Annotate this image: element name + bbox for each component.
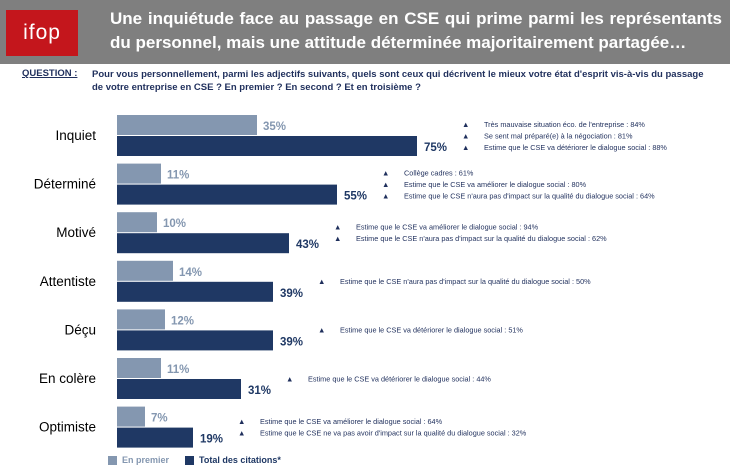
category-label-4: Déçu [64,322,96,337]
legend-item-first: En premier [108,455,169,465]
bar-label-total-3: 39% [280,288,303,300]
bar-total-3 [117,281,273,302]
category-label-3: Attentiste [40,274,96,289]
bar-label-first-4: 12% [171,315,194,327]
legend-swatch-total [185,455,195,465]
bar-label-first-3: 14% [179,267,202,279]
bar-label-total-2: 43% [296,239,319,251]
bar-first-2 [117,212,157,233]
annotation-arrow-5-0: ▲ [286,374,293,383]
annotation-text-1-2: Estime que le CSE n'aura pas d'impact su… [404,191,655,200]
annotation-arrow-1-1: ▲ [382,180,389,189]
category-label-0: Inquiet [55,128,96,143]
annotation-text-2-1: Estime que le CSE n'aura pas d'impact su… [356,234,607,243]
bar-first-4 [117,309,165,330]
header-bar: ifop Une inquiétude face au passage en C… [0,0,730,64]
bar-first-3 [117,260,173,281]
annotation-arrow-0-0: ▲ [462,120,469,129]
chart-legend: En premier Total des citations* [108,455,281,465]
annotation-arrow-0-2: ▲ [462,143,469,152]
question-text: Pour vous personnellement, parmi les adj… [92,69,704,93]
bar-total-5 [117,379,241,399]
annotation-text-0-1: Se sent mal préparé(e) à la négociation … [484,131,633,140]
bar-label-first-5: 11% [167,364,189,376]
annotation-text-3-0: Estime que le CSE n'aura pas d'impact su… [340,277,591,286]
annotation-arrow-2-1: ▲ [334,234,341,243]
bar-first-1 [117,163,161,184]
bar-first-0 [117,115,257,135]
legend-swatch-first [108,455,117,465]
ifop-logo: ifop [6,10,78,56]
bar-first-6 [117,406,145,427]
bar-label-total-0: 75% [424,142,447,154]
annotation-arrow-4-0: ▲ [318,326,325,335]
annotation-arrow-0-1: ▲ [462,131,469,140]
bar-label-first-6: 7% [151,413,168,425]
category-label-1: Déterminé [34,177,96,192]
bar-label-total-4: 39% [280,336,303,348]
bar-total-1 [117,184,337,205]
bar-total-4 [117,330,273,351]
legend-label-total: Total des citations* [199,455,281,465]
annotation-arrow-3-0: ▲ [318,277,325,286]
page-title: Une inquiétude face au passage en CSE qu… [110,9,722,52]
bar-label-total-1: 55% [344,191,367,203]
annotation-arrow-6-0: ▲ [238,417,245,426]
annotation-text-0-2: Estime que le CSE va détériorer le dialo… [484,143,667,152]
annotation-arrow-1-2: ▲ [382,191,389,200]
category-label-5: En colère [39,371,96,386]
annotation-arrow-1-0: ▲ [382,168,389,177]
bar-label-first-0: 35% [263,121,286,133]
bar-label-total-5: 31% [248,385,271,397]
annotation-text-4-0: Estime que le CSE va détériorer le dialo… [340,326,523,335]
bar-first-5 [117,358,161,378]
category-label-6: Optimiste [39,420,96,435]
bar-label-total-6: 19% [200,434,223,446]
annotation-text-6-0: Estime que le CSE va améliorer le dialog… [260,417,443,426]
annotation-text-6-1: Estime que le CSE ne va pas avoir d'impa… [260,429,527,438]
annotation-text-5-0: Estime que le CSE va détériorer le dialo… [308,374,491,383]
category-label-2: Motivé [56,225,96,240]
annotation-arrow-6-1: ▲ [238,429,245,438]
bar-total-0 [117,136,417,156]
bar-total-6 [117,427,193,448]
annotation-text-2-0: Estime que le CSE va améliorer le dialog… [356,223,539,232]
annotation-text-0-0: Très mauvaise situation éco. de l'entrep… [484,120,645,129]
annotation-arrow-2-0: ▲ [334,223,341,232]
legend-item-total: Total des citations* [185,455,281,465]
bar-total-2 [117,233,289,254]
annotation-text-1-0: Collège cadres : 61% [404,168,474,177]
legend-label-first: En premier [122,455,170,465]
bar-label-first-2: 10% [163,218,186,230]
bar-label-first-1: 11% [167,170,189,182]
annotation-text-1-1: Estime que le CSE va améliorer le dialog… [404,180,587,189]
question-label: QUESTION : [22,68,78,79]
